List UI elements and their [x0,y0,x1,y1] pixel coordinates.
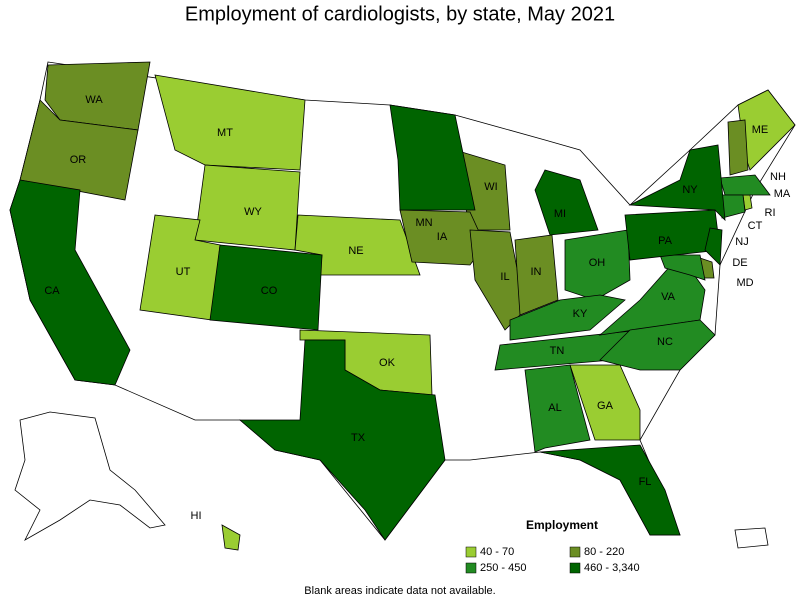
state-label: NH [770,171,786,183]
puerto-rico-outline [734,527,769,549]
state-label: RI [765,207,776,219]
state-label: MT [217,127,233,139]
state [514,234,559,316]
state-label: UT [176,266,191,278]
footnote: Blank areas indicate data not available. [304,585,495,597]
state-label: GA [597,400,614,412]
state [238,339,446,541]
state-label: NE [348,245,363,257]
state [569,364,641,441]
state [509,294,626,341]
legend-label: 460 - 3,340 [584,562,640,574]
state-label: FL [639,476,652,488]
state-label: CA [44,285,60,297]
state [727,119,749,176]
state-label: CO [261,285,278,297]
state [209,244,323,331]
state-label: OH [589,257,606,269]
state [539,444,681,536]
legend-label: 250 - 450 [480,562,526,574]
state-label: WY [244,206,262,218]
legend-swatch [465,546,477,558]
state-label: CT [748,220,763,232]
state [564,229,631,301]
legend-title: Employment [526,518,598,532]
map-title: Employment of cardiologists, by state, M… [185,3,615,25]
state-label: NY [682,184,698,196]
state-label: OR [70,154,87,166]
state-label: MA [774,188,791,200]
state-label: NC [657,336,673,348]
state-label: AL [548,402,561,414]
state-label: MI [554,208,566,220]
legend-swatch [569,546,581,558]
state-label: NJ [735,236,748,248]
state [9,179,131,386]
legend-swatch [465,562,477,574]
state-label: WI [484,181,497,193]
state [704,227,723,266]
state-label: VA [661,291,676,303]
state-label: TX [351,432,366,444]
state-label: DE [732,257,747,269]
state-label: ME [752,124,769,136]
state-label: WA [85,94,103,106]
state [154,74,306,171]
state-label: PA [658,235,673,247]
legend-label: 40 - 70 [480,546,514,558]
state-label: HI [191,510,202,522]
state-label: IN [531,266,542,278]
legend-label: 80 - 220 [584,546,624,558]
state [221,524,241,551]
alaska-outline [14,411,166,542]
state [19,99,139,201]
state-label: IL [500,271,509,283]
legend-swatch [569,562,581,574]
state [599,319,716,371]
state [719,174,771,196]
state [524,364,591,453]
state-label: TN [550,345,565,357]
state-label: MD [736,277,753,289]
state [389,104,476,211]
state [659,254,706,281]
state [534,169,599,236]
state-label: KY [573,308,588,320]
state-label: IA [437,231,448,243]
state-label: OK [379,357,396,369]
state-label: MN [415,217,432,229]
